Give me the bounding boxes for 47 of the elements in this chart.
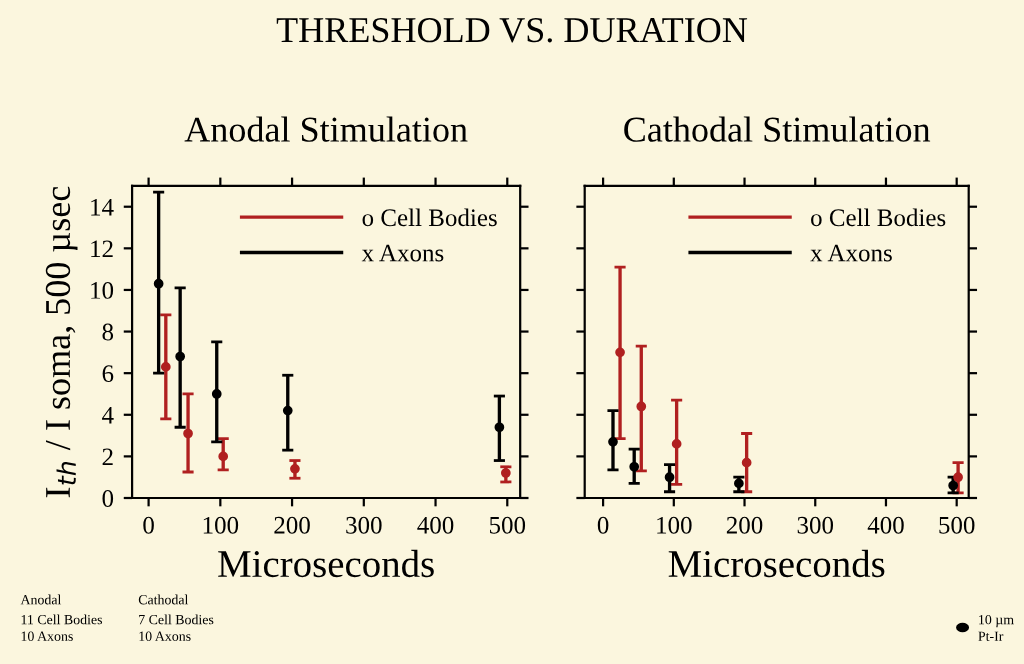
point	[218, 451, 229, 462]
point	[741, 457, 752, 468]
point	[629, 461, 640, 472]
x-axis-title: Microseconds	[668, 549, 885, 578]
y-tick-label: 10	[91, 282, 114, 299]
x-tick-label: 100	[203, 516, 239, 534]
legend-label: o Cell Bodies	[362, 208, 497, 227]
y-tick-label: 4	[102, 407, 114, 424]
legend-label: o Cell Bodies	[811, 208, 946, 227]
x-axis-title: Microseconds	[218, 549, 434, 578]
x-tick-label: 400	[417, 516, 454, 534]
point	[290, 464, 300, 474]
y-tick-label: 2	[102, 448, 113, 466]
y-tick-label: 0	[102, 490, 114, 507]
legend-label: x Axons	[810, 244, 892, 262]
point	[175, 351, 186, 362]
chart-title: Cathodal Stimulation	[624, 116, 931, 142]
point	[608, 436, 618, 447]
x-tick-label: 200	[274, 516, 310, 534]
legend-label: x Axons	[361, 244, 444, 262]
point	[211, 389, 222, 399]
point	[636, 401, 647, 412]
point	[615, 347, 625, 358]
x-tick-label: 500	[489, 516, 526, 534]
y-tick-label: 14	[91, 198, 114, 216]
chart-title: Anodal Stimulation	[184, 116, 468, 142]
point	[664, 472, 675, 483]
point	[183, 428, 193, 439]
point	[953, 472, 963, 483]
y-axis-title: I$_{th}$ / I soma, 500 µsec	[45, 186, 78, 498]
x-tick-label: 500	[939, 516, 975, 534]
point	[160, 362, 171, 372]
x-tick-label: 300	[797, 516, 834, 534]
x-tick-label: 200	[726, 516, 763, 534]
point	[282, 405, 293, 416]
y-tick-label: 6	[102, 365, 114, 383]
x-tick-label: 0	[143, 516, 154, 534]
y-tick-label: 8	[102, 323, 114, 341]
point	[671, 439, 682, 449]
text: THRESHOLD VS. DURATION	[276, 17, 748, 43]
x-tick-label: 400	[867, 516, 904, 534]
x-tick-label: 100	[657, 516, 692, 534]
x-tick-label: 300	[346, 516, 382, 534]
point	[153, 278, 164, 289]
x-tick-label: 0	[597, 516, 609, 534]
point	[494, 422, 505, 433]
y-tick-label: 12	[91, 240, 113, 258]
